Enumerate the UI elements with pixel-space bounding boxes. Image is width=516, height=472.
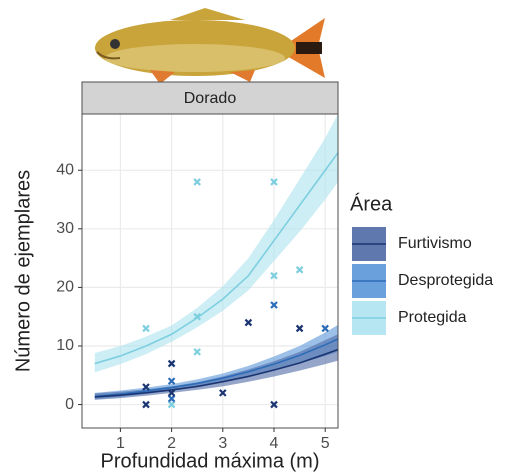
data-point [270, 178, 278, 186]
data-point [321, 324, 329, 333]
confidence-ribbon [94, 114, 338, 373]
x-tick-label: 4 [270, 435, 279, 452]
panel-border [81, 113, 339, 429]
legend-title: Área [350, 192, 393, 215]
x-tick-label: 5 [321, 435, 330, 452]
data-point [295, 324, 304, 333]
y-tick-label: 0 [65, 396, 74, 413]
y-tick-label: 10 [56, 337, 74, 354]
facet-label: Dorado [184, 90, 237, 107]
data-point [167, 394, 176, 403]
axes: 1 2 3 4 5 0 10 20 30 40 [56, 161, 330, 452]
plot-area [94, 114, 338, 409]
fish-illustration [95, 8, 325, 84]
legend-label: Desprotegida [398, 272, 493, 289]
x-tick-label: 3 [218, 435, 227, 452]
data-point [270, 271, 278, 280]
fit-line [94, 338, 338, 398]
data-point [193, 178, 201, 186]
data-point [167, 389, 176, 397]
panel [82, 114, 338, 428]
x-tick-label: 1 [116, 435, 125, 452]
legend-label: Protegida [398, 309, 467, 326]
y-tick-label: 20 [56, 279, 74, 296]
data-point [142, 383, 150, 391]
fit-line [94, 348, 338, 398]
data-point [193, 348, 201, 356]
y-axis-title: Número de ejemplares [12, 170, 34, 372]
data-point [270, 301, 278, 309]
data-point [142, 400, 150, 409]
y-tick-label: 40 [56, 161, 74, 178]
data-point [167, 377, 176, 385]
data-point [244, 318, 253, 327]
data-point [270, 400, 278, 409]
data-point [167, 400, 176, 409]
legend: Furtivismo Desprotegida Protegida [352, 227, 493, 335]
y-tick-label: 30 [56, 220, 74, 237]
confidence-ribbon [94, 334, 338, 400]
data-point [219, 389, 227, 397]
facet-strip [81, 81, 339, 115]
legend-label: Furtivismo [398, 235, 472, 252]
data-point [193, 312, 201, 321]
data-point [295, 266, 304, 274]
x-axis-title: Profundidad máxima (m) [101, 450, 320, 472]
fit-line [94, 152, 338, 365]
data-point [142, 324, 150, 333]
x-tick-label: 2 [167, 435, 176, 452]
data-point [167, 359, 176, 368]
